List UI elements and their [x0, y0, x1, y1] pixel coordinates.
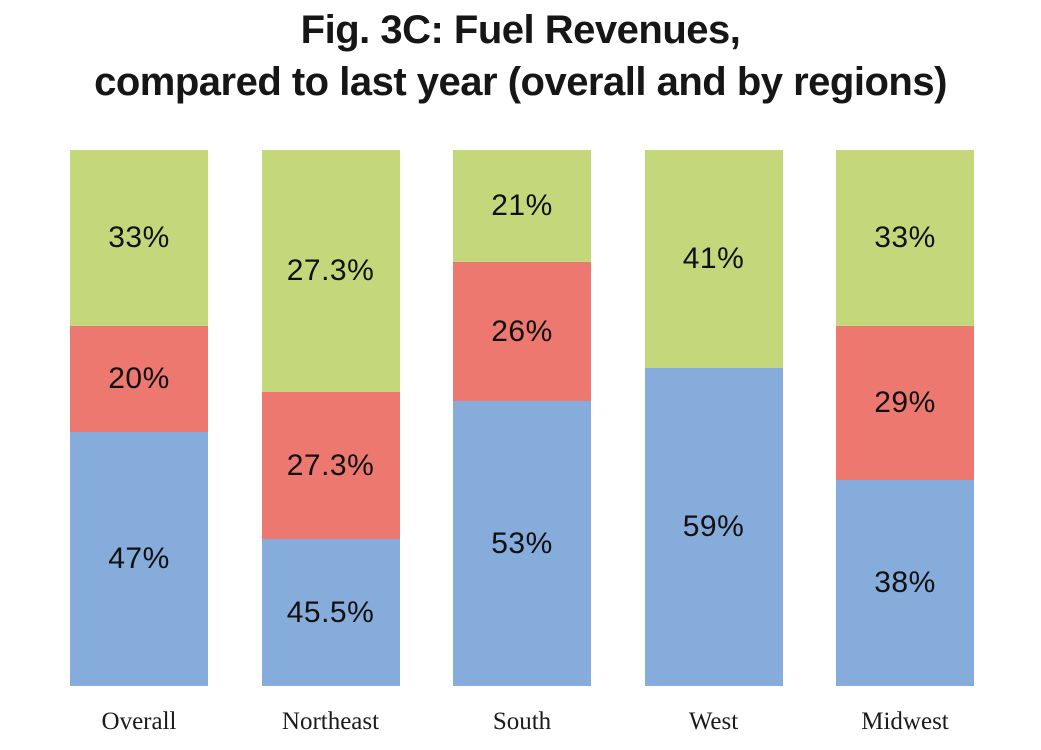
category-axis-labels: Overall Northeast South West Midwest — [0, 708, 1041, 736]
segment-value-label: 53% — [491, 526, 553, 560]
category-label-northeast: Northeast — [281, 708, 380, 735]
segment-value-label: 33% — [108, 221, 170, 254]
bar-segment-midwest-blue: 38% — [836, 480, 974, 686]
segment-value-label: 27.3% — [286, 254, 375, 287]
segment-value-label: 21% — [491, 189, 553, 222]
segment-value-label: 20% — [108, 362, 170, 395]
stacked-bar-chart: 33% 20% 47% 27.3% 27.3% 45.5% 21% 26% 53% 41% 59% 3… — [0, 150, 1041, 686]
bar-overall: 33% 20% 47% — [70, 150, 208, 686]
bar-segment-midwest-red: 29% — [836, 326, 974, 480]
bar-south: 21% 26% 53% — [453, 150, 591, 686]
bar-segment-south-red: 26% — [453, 262, 591, 401]
category-label-south: South — [492, 708, 552, 735]
segment-value-label: 38% — [874, 566, 936, 599]
bar-segment-overall-green: 33% — [70, 150, 208, 326]
segment-value-label: 45.5% — [286, 595, 375, 629]
chart-title-line1: Fig. 3C: Fuel Revenues, — [300, 8, 741, 52]
chart-title-line2: compared to last year (overall and by re… — [94, 60, 947, 104]
chart-title: Fig. 3C: Fuel Revenues, compared to last… — [0, 0, 1041, 108]
bar-segment-northeast-green: 27.3% — [261, 150, 400, 392]
category-label-midwest: Midwest — [861, 708, 949, 735]
bar-segment-northeast-red: 27.3% — [261, 392, 400, 539]
bar-segment-south-green: 21% — [453, 150, 591, 262]
bar-northeast: 27.3% 27.3% 45.5% — [261, 150, 400, 686]
bar-segment-overall-red: 20% — [70, 326, 208, 432]
bar-segment-west-blue: 59% — [644, 368, 783, 686]
bar-midwest: 33% 29% 38% — [836, 150, 974, 686]
segment-value-label: 59% — [682, 510, 745, 543]
bar-segment-south-blue: 53% — [453, 401, 591, 686]
segment-value-label: 26% — [491, 314, 553, 348]
segment-value-label: 47% — [108, 542, 170, 575]
segment-value-label: 29% — [874, 386, 936, 419]
segment-value-label: 41% — [682, 242, 745, 275]
bar-segment-midwest-green: 33% — [836, 150, 974, 326]
bar-west: 41% 59% — [644, 150, 783, 686]
bar-segment-west-green: 41% — [644, 150, 783, 368]
segment-value-label: 27.3% — [286, 448, 375, 482]
bar-segment-overall-blue: 47% — [70, 432, 208, 686]
category-label-overall: Overall — [101, 708, 177, 735]
segment-value-label: 33% — [874, 221, 936, 254]
bar-segment-northeast-blue: 45.5% — [261, 539, 400, 686]
category-label-west: West — [688, 708, 739, 735]
